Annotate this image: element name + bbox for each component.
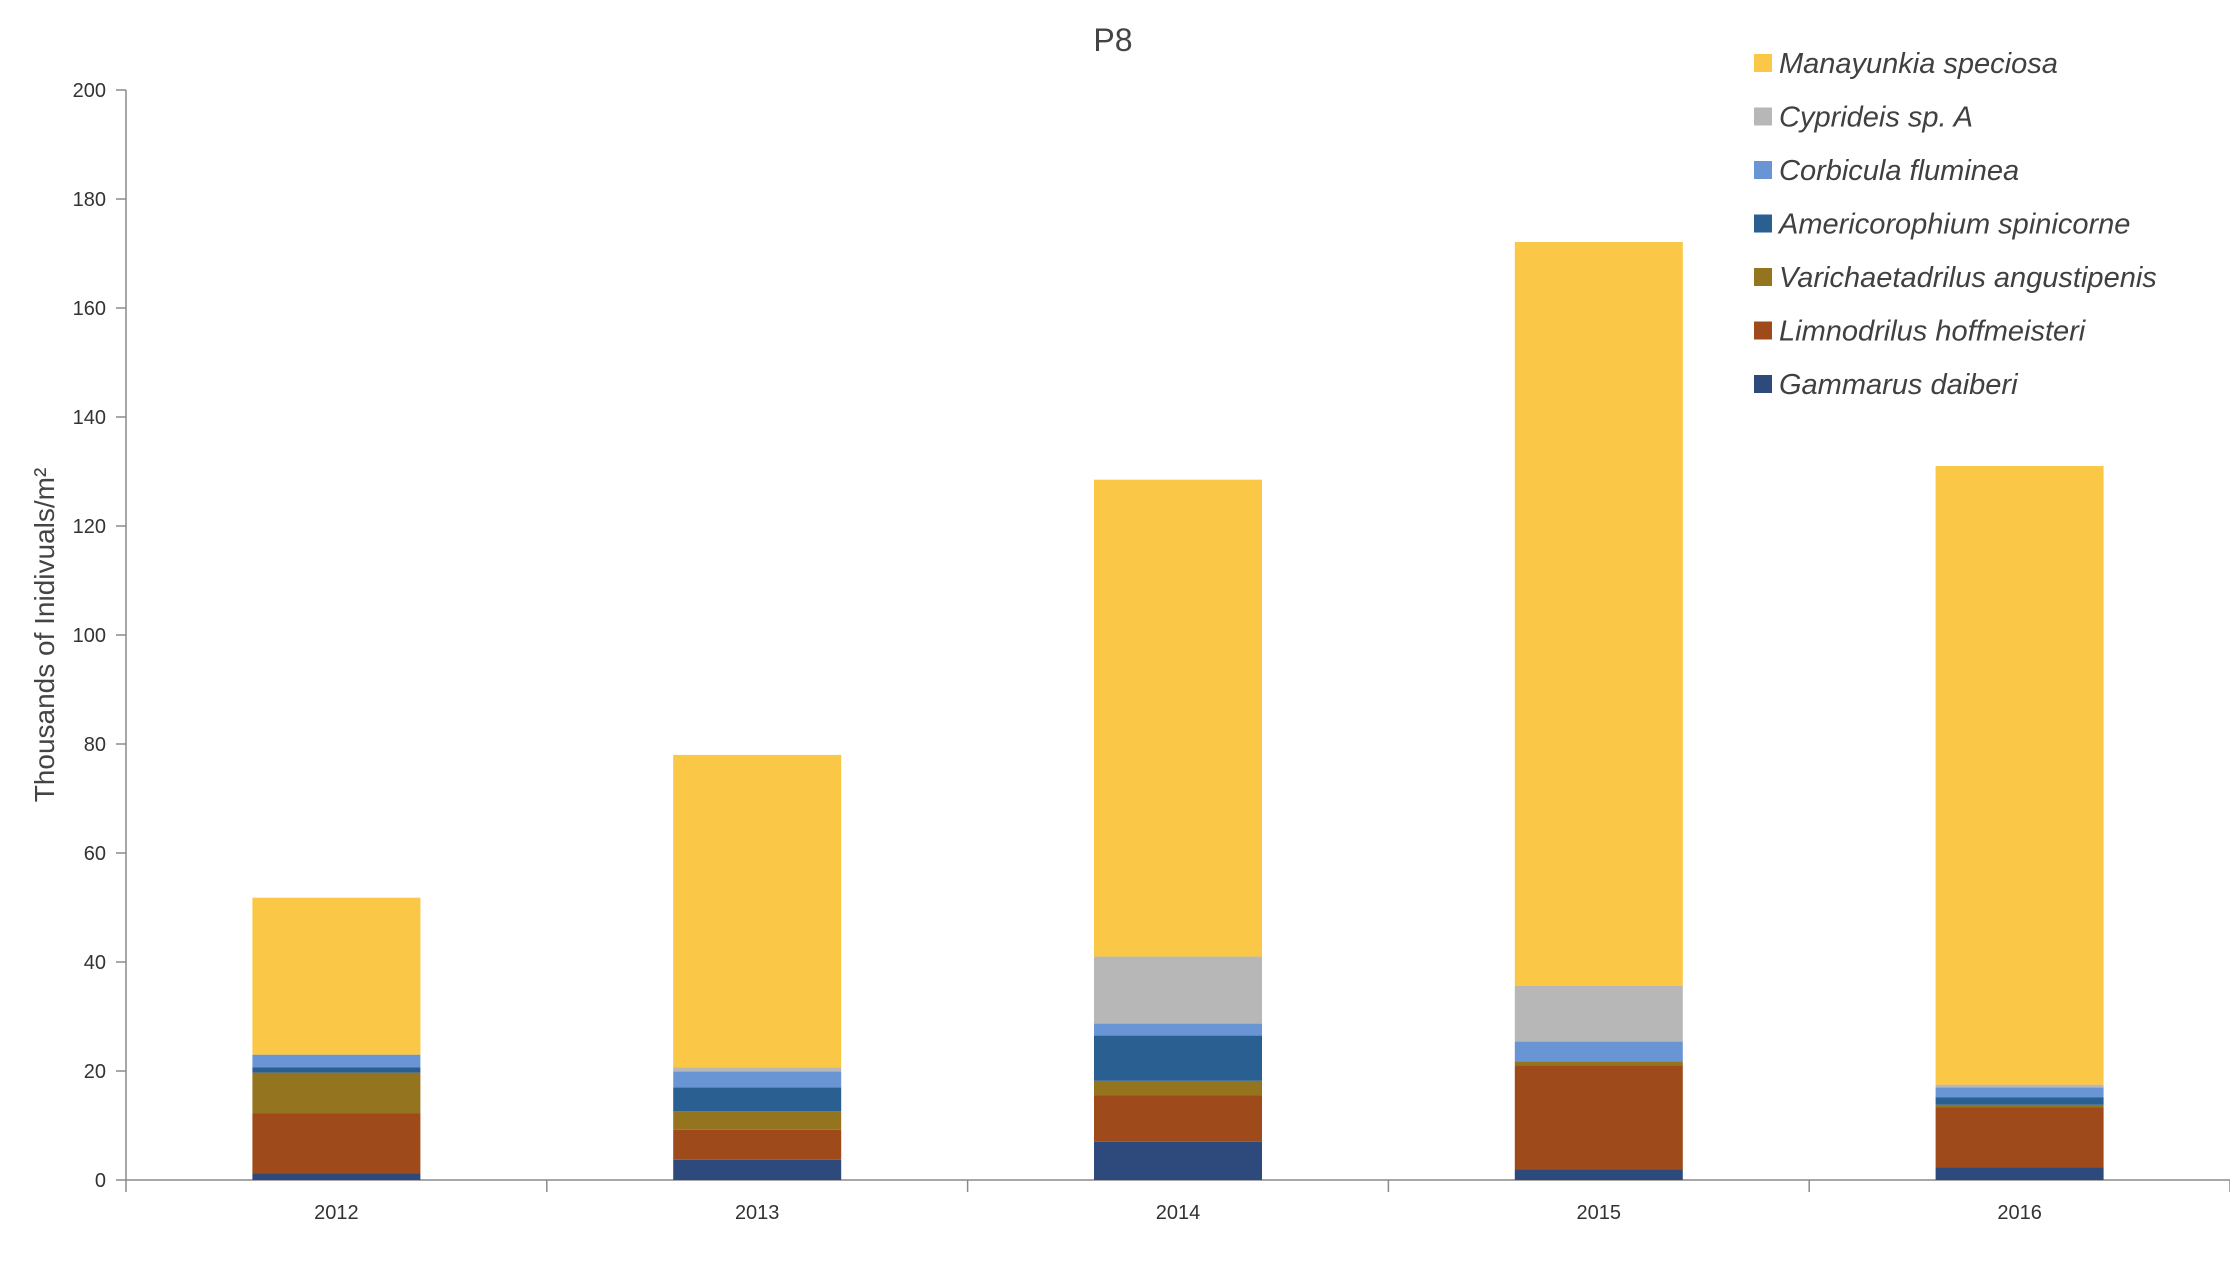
legend-item: Limnodrilus hoffmeisteri [1754,316,2087,348]
bar-segment [673,1071,842,1088]
bar-segment [252,897,421,1055]
bar-segment [252,1054,421,1068]
legend-swatch [1754,375,1772,393]
bar-segment [673,1111,842,1130]
y-axis-title: Thousands of Inidivuals/m² [29,468,60,803]
y-tick-label: 80 [84,734,106,756]
y-tick-label: 140 [73,407,106,429]
bar-segment [1514,1065,1683,1170]
bar-segment [673,754,842,1068]
bar-segment [1935,1097,2104,1105]
y-tick-label: 0 [95,1170,106,1192]
legend: Manayunkia speciosa Cyprideis sp. A Corbic… [1754,48,2157,401]
x-tick-label: 2012 [314,1202,359,1224]
bar-segment [673,1159,842,1180]
bar-segment [1935,1084,2104,1088]
legend-item: Manayunkia speciosa [1754,48,2058,80]
legend-item: Varichaetadrilus angustipenis [1754,262,2157,294]
legend-swatch [1754,214,1772,233]
x-tick-label: 2015 [1577,1202,1622,1224]
bars-group [252,242,2104,1180]
y-tick-label: 120 [73,516,106,538]
bar-segment [1514,1061,1683,1066]
bar-segment [673,1129,842,1160]
bar-segment [673,1067,842,1072]
legend-label: Limnodrilus hoffmeisteri [1779,316,2087,348]
bar-segment [1935,1167,2104,1180]
y-tick-label: 20 [84,1061,106,1083]
legend-item: Corbicula fluminea [1754,155,2019,187]
bar-segment [1935,1107,2104,1168]
bar-segment [252,1173,421,1180]
legend-item: Americorophium spinicorne [1754,209,2130,241]
y-tick-label: 60 [84,843,106,865]
legend-swatch [1754,107,1772,126]
legend-label: Americorophium spinicorne [1777,209,2130,241]
legend-swatch [1754,268,1772,286]
y-tick-label: 200 [73,80,106,102]
y-axis: 0 20 40 60 80 100 120 140 160 180 200 [73,80,127,1192]
x-tick-label: 2014 [1156,1202,1201,1224]
legend-swatch [1754,321,1772,340]
y-tick-label: 100 [73,625,106,647]
bar-segment [252,1067,421,1073]
bar-segment [1094,1095,1262,1142]
legend-label: Gammarus daiberi [1779,369,2019,401]
legend-label: Varichaetadrilus angustipenis [1779,262,2157,294]
y-tick-label: 160 [73,298,106,320]
x-tick-label: 2013 [735,1202,780,1224]
bar-segment [252,1113,421,1174]
bar-segment [1514,1169,1683,1180]
bar-segment [1935,1104,2104,1108]
legend-item: Gammarus daiberi [1754,369,2019,401]
bar-segment [1514,985,1683,1042]
bar-segment [1094,1023,1262,1036]
bar-segment [1935,1087,2104,1098]
legend-label: Manayunkia speciosa [1779,48,2058,80]
bar-segment [1094,1035,1262,1081]
legend-label: Corbicula fluminea [1779,155,2019,187]
bar-segment [1094,479,1262,957]
x-tick-label: 2016 [1997,1202,2042,1224]
y-tick-label: 40 [84,952,106,974]
legend-item: Cyprideis sp. A [1754,102,1973,134]
bar-segment [1094,956,1262,1024]
legend-swatch [1754,54,1772,72]
bar-segment [673,1087,842,1112]
bar-segment [1094,1141,1262,1180]
bar-segment [252,1072,421,1114]
legend-label: Cyprideis sp. A [1779,102,1973,134]
bar-segment [1094,1080,1262,1096]
bar-segment [1514,242,1683,986]
y-tick-label: 180 [73,189,106,211]
x-axis: 2012 2013 2014 2015 2016 [125,1179,2230,1224]
chart-title: P8 [1093,22,1132,58]
bar-segment [1935,466,2104,1085]
legend-swatch [1754,161,1772,179]
bar-segment [1514,1041,1683,1062]
